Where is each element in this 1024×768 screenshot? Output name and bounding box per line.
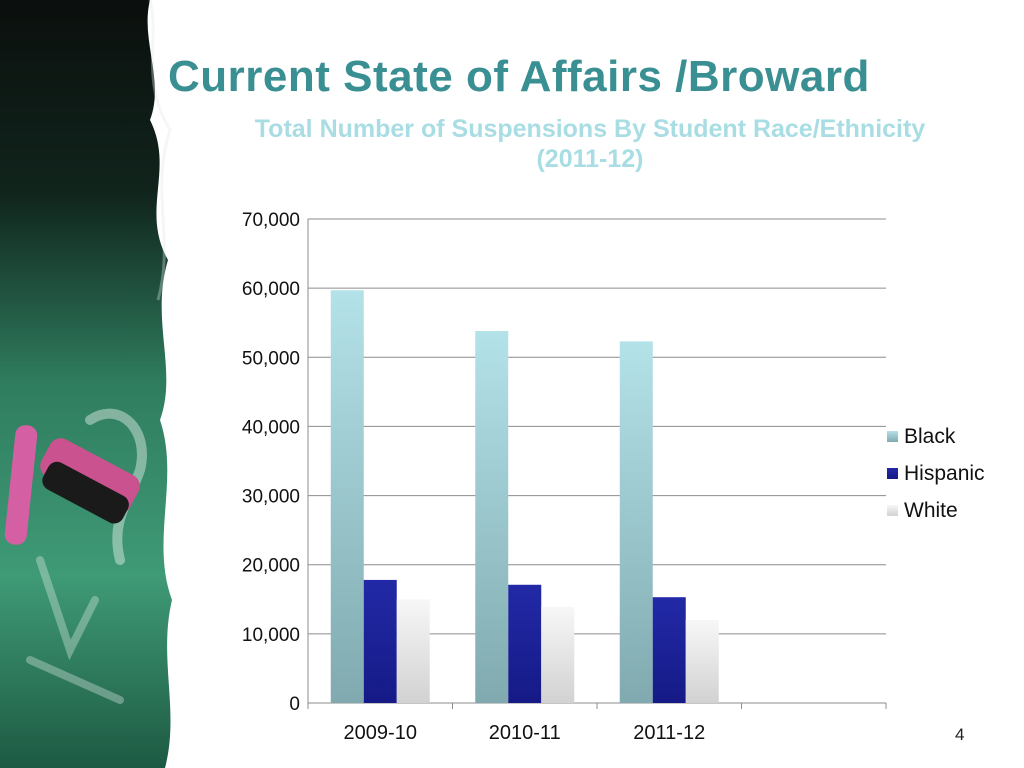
y-tick-label: 50,000 [242,348,300,369]
x-tick-label: 2010-11 [489,722,561,744]
bar-black-2010-11 [475,331,509,703]
bar-hispanic-2011-12 [652,597,686,703]
chart-legend: Black Hispanic White [887,425,985,522]
y-tick-label: 60,000 [242,279,300,300]
bar-hispanic-2010-11 [508,584,542,703]
chart-title-line-1: Total Number of Suspensions By Student R… [254,115,926,143]
x-tick-label: 2011-12 [633,722,705,744]
y-tick-label: 0 [289,694,300,715]
bar-hispanic-2009-10 [363,579,397,703]
y-tick-label: 10,000 [242,625,300,646]
x-axis: 2009-10 2010-11 2011-12 [307,703,887,744]
legend-swatch-black [887,431,898,442]
legend-label-hispanic: Hispanic [904,462,985,485]
legend-swatch-hispanic [887,468,898,479]
chalk-stick-icon [4,425,140,545]
legend-label-black: Black [904,425,956,448]
bar-white-2009-10 [396,599,430,703]
y-tick-label: 30,000 [242,487,300,508]
slide-title: Current State of Affairs /Broward [168,52,870,101]
y-tick-label: 40,000 [242,417,300,438]
chart-bars [330,290,719,703]
bar-black-2009-10 [330,290,364,703]
legend-swatch-white [887,505,898,516]
bar-white-2010-11 [541,606,575,703]
x-tick-label: 2009-10 [344,722,417,744]
chalkboard-decoration [0,0,172,768]
y-axis-ticks: 0 10,000 20,000 30,000 40,000 50,000 60,000 70,… [242,210,300,715]
bar-black-2011-12 [619,341,653,703]
chart-title-line-2: (2011-12) [536,145,644,173]
page-number: 4 [955,725,965,744]
y-tick-label: 20,000 [242,556,300,577]
bar-chart: 0 10,000 20,000 30,000 40,000 50,000 60,000 70,… [242,210,985,744]
legend-label-white: White [904,499,958,522]
bar-white-2011-12 [685,620,719,703]
chart-title: Total Number of Suspensions By Student R… [180,114,1000,174]
y-tick-label: 70,000 [242,210,300,231]
